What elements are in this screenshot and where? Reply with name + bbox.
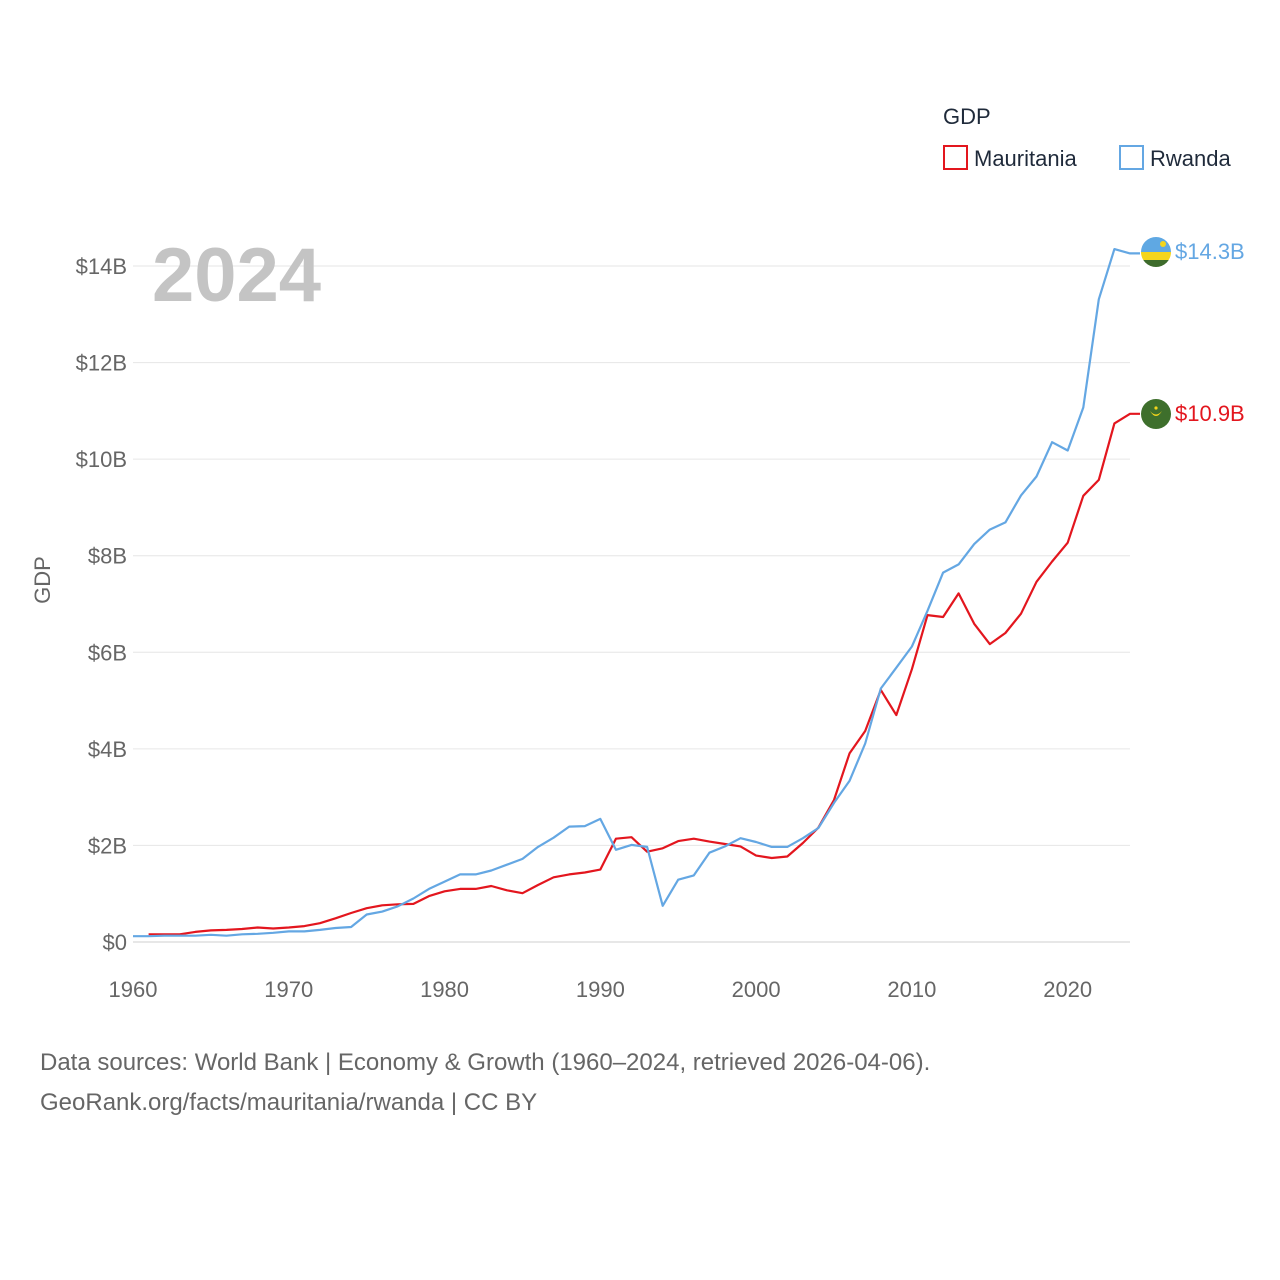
x-axis-ticks: 1960 1970 1980 1990 2000 2010 2020 — [109, 977, 1093, 1002]
gdp-line-chart: $0$2B$4B$6B$8B$10B$12B$14B 1960 1970 1980 1… — [30, 104, 1245, 1002]
x-tick-label: 1980 — [420, 977, 469, 1002]
y-tick-label: $14B — [76, 254, 127, 279]
y-tick-label: $0 — [103, 930, 127, 955]
y-axis-label: GDP — [30, 556, 55, 604]
x-tick-label: 2020 — [1043, 977, 1092, 1002]
legend-label-mauritania: Mauritania — [974, 146, 1077, 171]
x-tick-label: 1970 — [264, 977, 313, 1002]
x-tick-label: 2000 — [732, 977, 781, 1002]
rwanda-flag-icon — [1141, 237, 1171, 267]
legend-title: GDP — [943, 104, 991, 129]
legend-swatch-rwanda — [1119, 145, 1144, 170]
series-line-mauritania[interactable] — [148, 412, 1140, 936]
end-label-rwanda: $14.3B — [1175, 239, 1245, 264]
data-sources-text: Data sources: World Bank | Economy & Gro… — [40, 1049, 931, 1076]
attribution-link[interactable]: GeoRank.org/facts/mauritania/rwanda | CC… — [40, 1089, 538, 1116]
x-tick-label: 1990 — [576, 977, 625, 1002]
y-tick-label: $2B — [88, 833, 127, 858]
end-label-mauritania: $10.9B — [1175, 401, 1245, 426]
legend: GDP Mauritania Rwanda — [943, 104, 1231, 171]
y-tick-label: $4B — [88, 737, 127, 762]
y-axis-ticks: $0 $2B $4B $6B $8B $10B $12B $14B — [76, 254, 127, 955]
y-tick-label: $6B — [88, 640, 127, 665]
year-label: 2024 — [152, 233, 321, 318]
y-tick-label: $10B — [76, 447, 127, 472]
grid-lines — [133, 265, 1130, 943]
legend-item-mauritania[interactable]: Mauritania — [943, 145, 1077, 171]
series-lines — [133, 248, 1140, 938]
mauritania-flag-icon — [1141, 399, 1171, 429]
x-tick-label: 2010 — [887, 977, 936, 1002]
legend-swatch-mauritania — [943, 145, 968, 170]
y-tick-label: $8B — [88, 544, 127, 569]
x-tick-label: 1960 — [109, 977, 158, 1002]
legend-item-rwanda[interactable]: Rwanda — [1119, 145, 1231, 171]
y-tick-label: $12B — [76, 351, 127, 376]
footer: Data sources: World Bank | Economy & Gro… — [40, 1043, 930, 1123]
legend-label-rwanda: Rwanda — [1150, 146, 1231, 171]
series-line-rwanda[interactable] — [133, 248, 1140, 938]
